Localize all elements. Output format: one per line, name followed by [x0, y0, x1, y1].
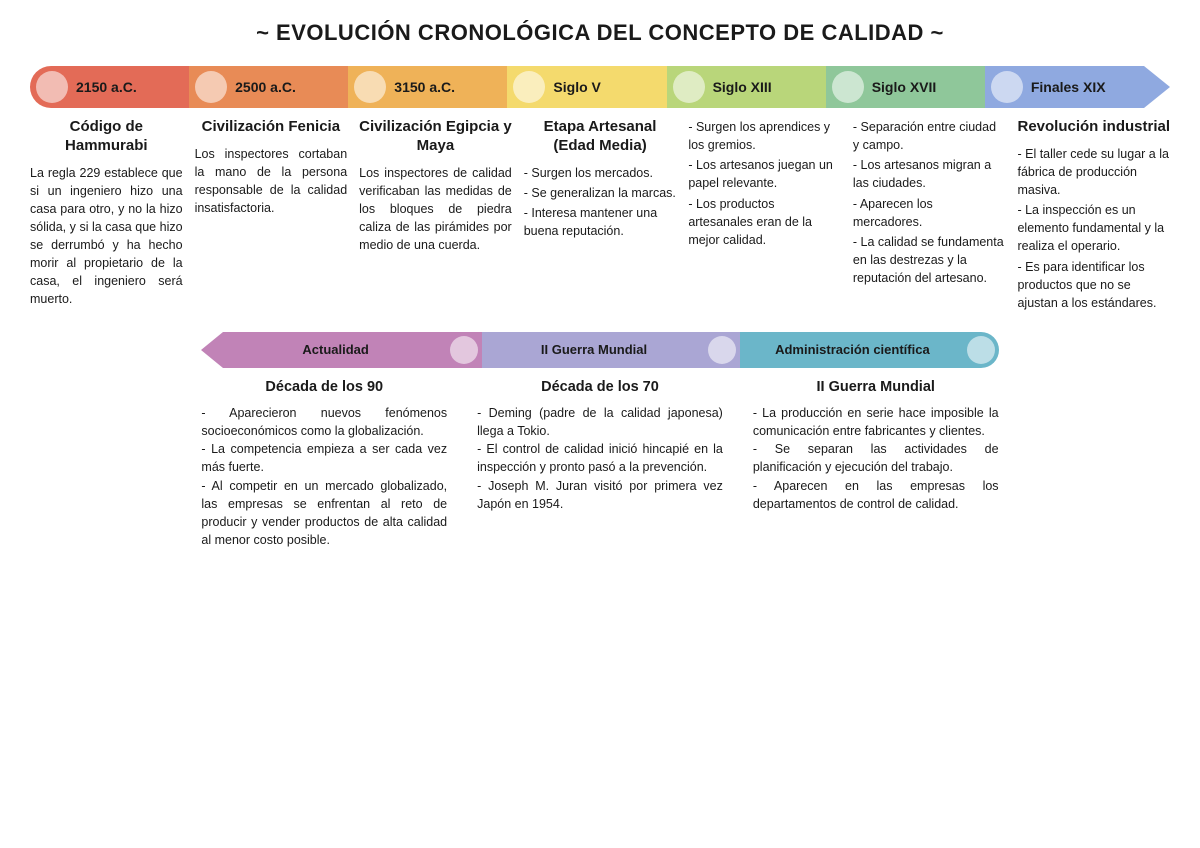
timeline-segment: II Guerra Mundial: [482, 332, 740, 368]
timeline-segment: Finales XIX: [985, 66, 1144, 108]
mid-columns: II Guerra Mundial - La producción en seri…: [201, 378, 998, 549]
segment-label: II Guerra Mundial: [541, 342, 647, 357]
segment-label: 2500 a.C.: [235, 79, 296, 95]
timeline-segment: Siglo XIII: [667, 66, 826, 108]
column-title: Civilización Egipcia y Maya: [359, 118, 512, 156]
timeline-segment: Administración científica: [740, 332, 998, 368]
column-body: - Surgen los aprendices y los gremios.- …: [688, 118, 841, 249]
timeline-column: Década de los 70 - Deming (padre de la ca…: [477, 378, 723, 549]
segment-label: 3150 a.C.: [394, 79, 455, 95]
column-title: Década de los 90: [201, 378, 447, 396]
timeline-column: - Surgen los aprendices y los gremios.- …: [688, 118, 841, 314]
timeline-segment: Actualidad: [223, 332, 481, 368]
timeline-arrowhead-icon: [1144, 66, 1170, 108]
segment-marker-icon: [354, 71, 386, 103]
column-body: - El taller cede su lugar a la fábrica d…: [1017, 145, 1170, 312]
column-title: Revolución industrial: [1017, 118, 1170, 137]
timeline-segment: Siglo V: [507, 66, 666, 108]
timeline-column: Código de Hammurabi La regla 229 establec…: [30, 118, 183, 314]
segment-marker-icon: [832, 71, 864, 103]
column-body: - Separación entre ciudad y campo.- Los …: [853, 118, 1006, 287]
column-body: - Aparecieron nuevos fenómenos socioecon…: [201, 404, 447, 549]
segment-label: Finales XIX: [1031, 79, 1106, 95]
segment-marker-icon: [195, 71, 227, 103]
segment-marker-icon: [450, 336, 478, 364]
timeline-segment: Siglo XVII: [826, 66, 985, 108]
column-title: Etapa Artesanal (Edad Media): [524, 118, 677, 156]
segment-label: Siglo XVII: [872, 79, 937, 95]
column-title: Civilización Fenicia: [195, 118, 348, 137]
column-body: - Deming (padre de la calidad japonesa) …: [477, 404, 723, 513]
column-title: Código de Hammurabi: [30, 118, 183, 156]
segment-label: Siglo XIII: [713, 79, 772, 95]
mid-section: Administración científica II Guerra Mundi…: [30, 332, 1170, 549]
timeline-column: Civilización Egipcia y Maya Los inspector…: [359, 118, 512, 314]
segment-label: Actualidad: [302, 342, 368, 357]
column-body: - Surgen los mercados.- Se generalizan l…: [524, 164, 677, 241]
column-body: Los inspectores cortaban la mano de la p…: [195, 145, 348, 218]
timeline-column: - Separación entre ciudad y campo.- Los …: [853, 118, 1006, 314]
column-title: Década de los 70: [477, 378, 723, 396]
top-timeline: 2150 a.C. 2500 a.C. 3150 a.C. Siglo V Siglo …: [30, 66, 1170, 108]
page-title: ~ EVOLUCIÓN CRONOLÓGICA DEL CONCEPTO DE …: [30, 20, 1170, 46]
segment-marker-icon: [513, 71, 545, 103]
segment-marker-icon: [991, 71, 1023, 103]
segment-marker-icon: [36, 71, 68, 103]
column-body: Los inspectores de calidad verificaban l…: [359, 164, 512, 255]
timeline-segment: 2500 a.C.: [189, 66, 348, 108]
timeline-column: Revolución industrial - El taller cede su…: [1017, 118, 1170, 314]
timeline-segment: 3150 a.C.: [348, 66, 507, 108]
column-body: La regla 229 establece que si un ingenie…: [30, 164, 183, 309]
segment-marker-icon: [967, 336, 995, 364]
mid-timeline: Administración científica II Guerra Mundi…: [201, 332, 998, 368]
segment-marker-icon: [708, 336, 736, 364]
timeline-column: II Guerra Mundial - La producción en seri…: [753, 378, 999, 549]
column-body: - La producción en serie hace imposible …: [753, 404, 999, 513]
segment-marker-icon: [673, 71, 705, 103]
timeline-arrowhead-icon: [201, 332, 223, 368]
segment-label: Siglo V: [553, 79, 600, 95]
timeline-column: Década de los 90 - Aparecieron nuevos fen…: [201, 378, 447, 549]
column-title: II Guerra Mundial: [753, 378, 999, 396]
segment-label: 2150 a.C.: [76, 79, 137, 95]
top-columns: Código de Hammurabi La regla 229 establec…: [30, 118, 1170, 314]
timeline-segment: 2150 a.C.: [30, 66, 189, 108]
timeline-column: Etapa Artesanal (Edad Media) - Surgen los…: [524, 118, 677, 314]
timeline-column: Civilización Fenicia Los inspectores cort…: [195, 118, 348, 314]
segment-label: Administración científica: [775, 342, 930, 357]
